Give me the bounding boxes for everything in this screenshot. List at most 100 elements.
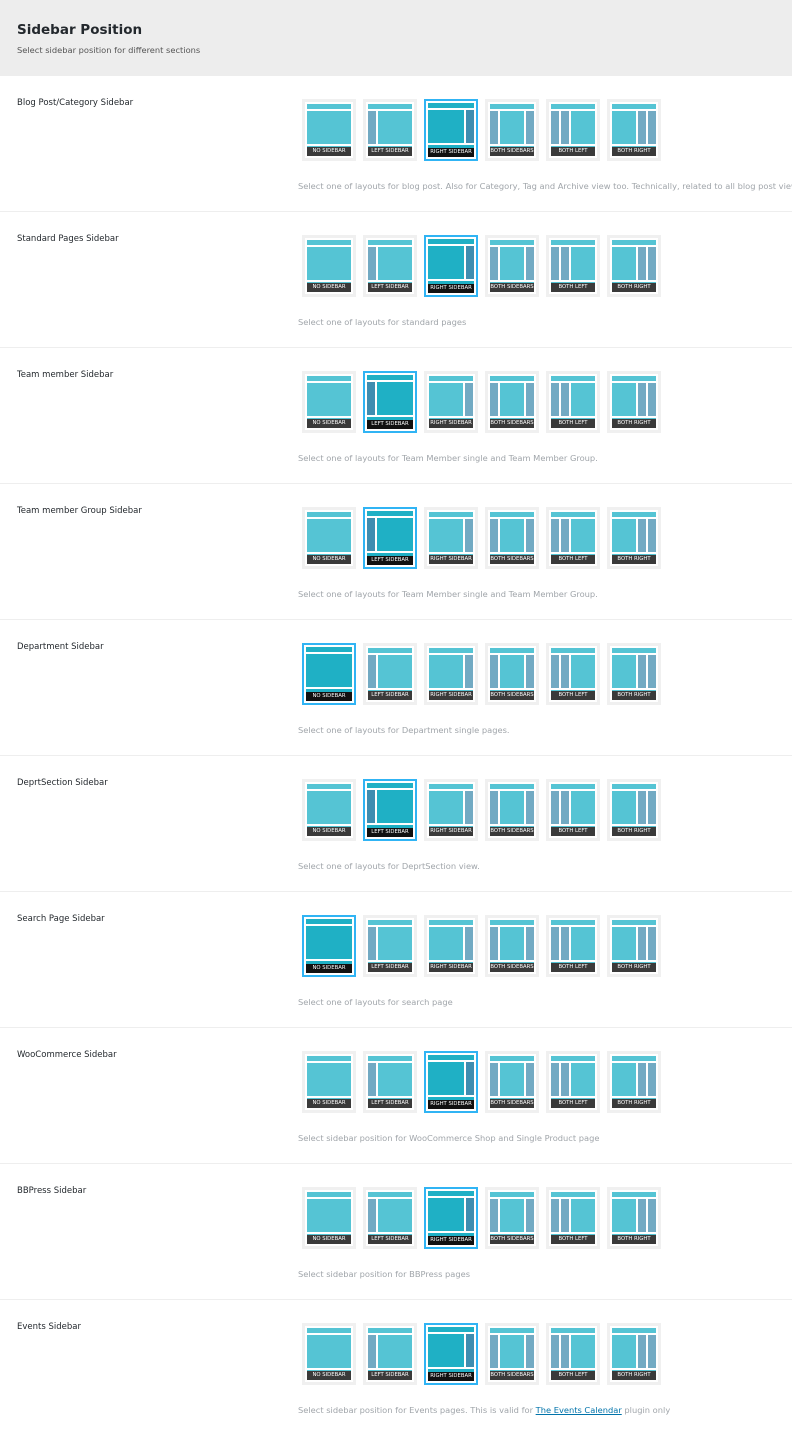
layout-option-left[interactable]: LEFT SIDEBAR xyxy=(363,1051,417,1113)
content-area xyxy=(612,655,636,688)
layout-option-both-left[interactable]: BOTH LEFT xyxy=(546,1051,600,1113)
layout-body xyxy=(551,655,595,688)
layout-option-both-right[interactable]: BOTH RIGHT xyxy=(607,915,661,977)
sidebar-area xyxy=(648,247,656,280)
layout-option-right[interactable]: RIGHT SIDEBAR xyxy=(424,371,478,433)
layout-option-right[interactable]: RIGHT SIDEBAR xyxy=(424,915,478,977)
header-bar xyxy=(612,920,656,925)
layout-option-both-left[interactable]: BOTH LEFT xyxy=(546,235,600,297)
layout-option-left[interactable]: LEFT SIDEBAR xyxy=(363,371,417,433)
layout-option-none[interactable]: NO SIDEBAR xyxy=(302,99,356,161)
layout-option-none[interactable]: NO SIDEBAR xyxy=(302,371,356,433)
layout-option-both-right[interactable]: BOTH RIGHT xyxy=(607,507,661,569)
layout-option-both-left[interactable]: BOTH LEFT xyxy=(546,371,600,433)
sidebar-area xyxy=(490,383,498,416)
layout-option-left[interactable]: LEFT SIDEBAR xyxy=(363,1187,417,1249)
layout-option-right[interactable]: RIGHT SIDEBAR xyxy=(424,1187,478,1249)
layout-option-left[interactable]: LEFT SIDEBAR xyxy=(363,643,417,705)
sidebar-area xyxy=(648,519,656,552)
layout-option-both[interactable]: BOTH SIDEBARS xyxy=(485,779,539,841)
content-area xyxy=(571,247,595,280)
layout-option-none[interactable]: NO SIDEBAR xyxy=(302,507,356,569)
layout-option-both-right[interactable]: BOTH RIGHT xyxy=(607,99,661,161)
events-calendar-link[interactable]: The Events Calendar xyxy=(535,1405,622,1415)
header-bar xyxy=(428,1191,474,1196)
sidebar-area xyxy=(551,519,559,552)
layout-option-both-left[interactable]: BOTH LEFT xyxy=(546,779,600,841)
layout-option-both-right[interactable]: BOTH RIGHT xyxy=(607,779,661,841)
layout-option-both[interactable]: BOTH SIDEBARS xyxy=(485,1051,539,1113)
layout-option-both-right[interactable]: BOTH RIGHT xyxy=(607,371,661,433)
layout-option-both-left[interactable]: BOTH LEFT xyxy=(546,1187,600,1249)
header-bar xyxy=(307,240,351,245)
layout-body xyxy=(490,927,534,960)
layout-caption: NO SIDEBAR xyxy=(307,283,351,292)
layout-caption: NO SIDEBAR xyxy=(306,964,352,973)
header-bar xyxy=(428,103,474,108)
layout-option-both[interactable]: BOTH SIDEBARS xyxy=(485,643,539,705)
layout-caption: BOTH LEFT xyxy=(551,691,595,700)
layout-option-none[interactable]: NO SIDEBAR xyxy=(302,643,356,705)
layout-option-both[interactable]: BOTH SIDEBARS xyxy=(485,235,539,297)
layout-option-both-left[interactable]: BOTH LEFT xyxy=(546,99,600,161)
layout-option-both-left[interactable]: BOTH LEFT xyxy=(546,915,600,977)
header-bar xyxy=(551,512,595,517)
layout-option-none[interactable]: NO SIDEBAR xyxy=(302,915,356,977)
layout-option-right[interactable]: RIGHT SIDEBAR xyxy=(424,507,478,569)
content-area xyxy=(378,1335,412,1368)
layout-option-both-right[interactable]: BOTH RIGHT xyxy=(607,643,661,705)
layout-option-both[interactable]: BOTH SIDEBARS xyxy=(485,507,539,569)
sidebar-area xyxy=(561,247,569,280)
layout-option-left[interactable]: LEFT SIDEBAR xyxy=(363,235,417,297)
sidebar-area xyxy=(638,791,646,824)
content-area xyxy=(377,790,413,823)
layout-option-both-right[interactable]: BOTH RIGHT xyxy=(607,235,661,297)
layout-option-right[interactable]: RIGHT SIDEBAR xyxy=(424,643,478,705)
layout-option-both[interactable]: BOTH SIDEBARS xyxy=(485,1323,539,1385)
sidebar-area xyxy=(368,655,376,688)
layout-option-both-left[interactable]: BOTH LEFT xyxy=(546,1323,600,1385)
layout-option-none[interactable]: NO SIDEBAR xyxy=(302,1323,356,1385)
layout-option-right[interactable]: RIGHT SIDEBAR xyxy=(424,99,478,161)
sidebar-area xyxy=(490,1063,498,1096)
layout-option-left[interactable]: LEFT SIDEBAR xyxy=(363,99,417,161)
layout-option-right[interactable]: RIGHT SIDEBAR xyxy=(424,1323,478,1385)
layout-option-left[interactable]: LEFT SIDEBAR xyxy=(363,915,417,977)
layout-option-both[interactable]: BOTH SIDEBARS xyxy=(485,371,539,433)
content-area xyxy=(378,655,412,688)
layout-body xyxy=(307,1335,351,1368)
layout-caption: NO SIDEBAR xyxy=(307,1371,351,1380)
layout-option-both-right[interactable]: BOTH RIGHT xyxy=(607,1323,661,1385)
layout-option-right[interactable]: RIGHT SIDEBAR xyxy=(424,779,478,841)
description-text: Select one of layouts for Team Member si… xyxy=(298,453,598,463)
layout-option-none[interactable]: NO SIDEBAR xyxy=(302,1187,356,1249)
layout-body xyxy=(367,518,413,551)
layout-option-both-left[interactable]: BOTH LEFT xyxy=(546,507,600,569)
layout-option-right[interactable]: RIGHT SIDEBAR xyxy=(424,235,478,297)
sidebar-area xyxy=(526,519,534,552)
layout-option-none[interactable]: NO SIDEBAR xyxy=(302,779,356,841)
sidebar-area xyxy=(466,1334,474,1367)
layout-option-none[interactable]: NO SIDEBAR xyxy=(302,235,356,297)
layout-caption: RIGHT SIDEBAR xyxy=(428,148,474,157)
layout-option-both-right[interactable]: BOTH RIGHT xyxy=(607,1051,661,1113)
section-label: Events Sidebar xyxy=(17,1322,81,1332)
layout-option-none[interactable]: NO SIDEBAR xyxy=(302,1051,356,1113)
layout-body xyxy=(612,791,656,824)
layout-option-left[interactable]: LEFT SIDEBAR xyxy=(363,779,417,841)
header-bar xyxy=(307,104,351,109)
layout-option-both[interactable]: BOTH SIDEBARS xyxy=(485,1187,539,1249)
layout-caption: BOTH LEFT xyxy=(551,147,595,156)
layout-body xyxy=(612,519,656,552)
sidebar-area xyxy=(638,383,646,416)
sidebar-area xyxy=(561,1199,569,1232)
layout-option-left[interactable]: LEFT SIDEBAR xyxy=(363,507,417,569)
layout-option-both[interactable]: BOTH SIDEBARS xyxy=(485,99,539,161)
layout-body xyxy=(490,1199,534,1232)
layout-option-left[interactable]: LEFT SIDEBAR xyxy=(363,1323,417,1385)
layout-option-right[interactable]: RIGHT SIDEBAR xyxy=(424,1051,478,1113)
layout-option-both-right[interactable]: BOTH RIGHT xyxy=(607,1187,661,1249)
layout-option-both-left[interactable]: BOTH LEFT xyxy=(546,643,600,705)
sidebar-area xyxy=(465,519,473,552)
layout-option-both[interactable]: BOTH SIDEBARS xyxy=(485,915,539,977)
